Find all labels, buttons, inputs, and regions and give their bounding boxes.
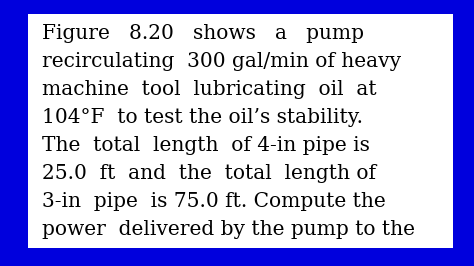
Text: 3-in  pipe  is 75.0 ft. Compute the: 3-in pipe is 75.0 ft. Compute the xyxy=(42,192,386,211)
Text: power  delivered by the pump to the: power delivered by the pump to the xyxy=(42,220,415,239)
Bar xyxy=(28,14,453,248)
Text: machine  tool  lubricating  oil  at: machine tool lubricating oil at xyxy=(42,80,377,99)
Text: Figure   8.20   shows   a   pump: Figure 8.20 shows a pump xyxy=(42,24,364,43)
Text: 104°F  to test the oil’s stability.: 104°F to test the oil’s stability. xyxy=(42,108,363,127)
Text: The  total  length  of 4-in pipe is: The total length of 4-in pipe is xyxy=(42,136,370,155)
Text: recirculating  300 gal/min of heavy: recirculating 300 gal/min of heavy xyxy=(42,52,401,71)
Text: 25.0  ft  and  the  total  length of: 25.0 ft and the total length of xyxy=(42,164,376,183)
